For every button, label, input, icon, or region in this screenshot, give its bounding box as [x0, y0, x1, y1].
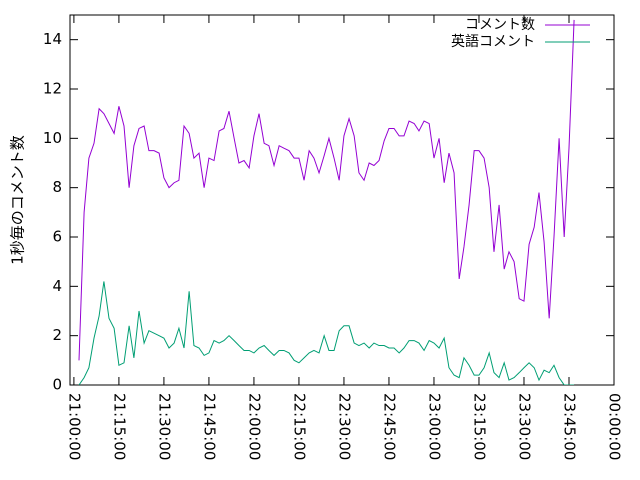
x-tick-label: 22:00:00 — [245, 393, 263, 460]
y-tick-label: 0 — [52, 376, 62, 394]
y-tick-label: 6 — [52, 228, 62, 246]
y-tick-label: 14 — [43, 30, 62, 48]
y-tick-label: 8 — [52, 178, 62, 196]
x-tick-label: 21:30:00 — [155, 393, 173, 460]
x-tick-label: 23:00:00 — [425, 393, 443, 460]
y-tick-label: 10 — [43, 129, 62, 147]
series-line — [78, 281, 575, 385]
plot-border — [69, 14, 615, 386]
y-tick-label: 2 — [52, 326, 62, 344]
x-tick-label: 23:15:00 — [470, 393, 488, 460]
legend-label: 英語コメント — [451, 33, 535, 50]
x-tick-label: 21:45:00 — [200, 393, 218, 460]
x-tick-label: 00:00:00 — [606, 393, 624, 460]
x-tick-label: 21:15:00 — [110, 393, 128, 460]
x-tick-label: 22:15:00 — [290, 393, 308, 460]
x-tick-label: 22:30:00 — [335, 393, 353, 460]
x-tick-label: 21:00:00 — [65, 393, 83, 460]
series-line — [78, 19, 575, 361]
x-tick-label: 22:45:00 — [380, 393, 398, 460]
legend-label: コメント数 — [465, 17, 535, 33]
y-axis-label: 1秒毎のコメント数 — [9, 135, 27, 265]
x-tick-label: 23:30:00 — [515, 393, 533, 460]
y-tick-label: 4 — [52, 277, 62, 295]
x-tick-label: 23:45:00 — [560, 393, 578, 460]
y-tick-label: 12 — [43, 80, 62, 98]
